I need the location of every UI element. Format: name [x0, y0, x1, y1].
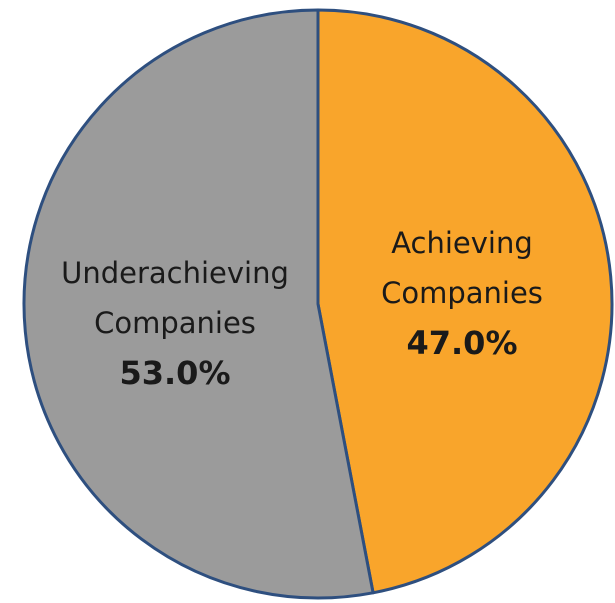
pie-slice	[316, 8, 614, 595]
slice-label: Achieving Companies 47.0%	[362, 218, 562, 368]
value-label: 53.0%	[119, 354, 231, 392]
slice-label: Underachieving Companies 53.0%	[30, 248, 320, 398]
category-label: Underachieving Companies	[61, 256, 289, 340]
value-label: 47.0%	[406, 324, 518, 362]
category-label: Achieving Companies	[381, 226, 543, 310]
pie-slice	[22, 8, 375, 600]
